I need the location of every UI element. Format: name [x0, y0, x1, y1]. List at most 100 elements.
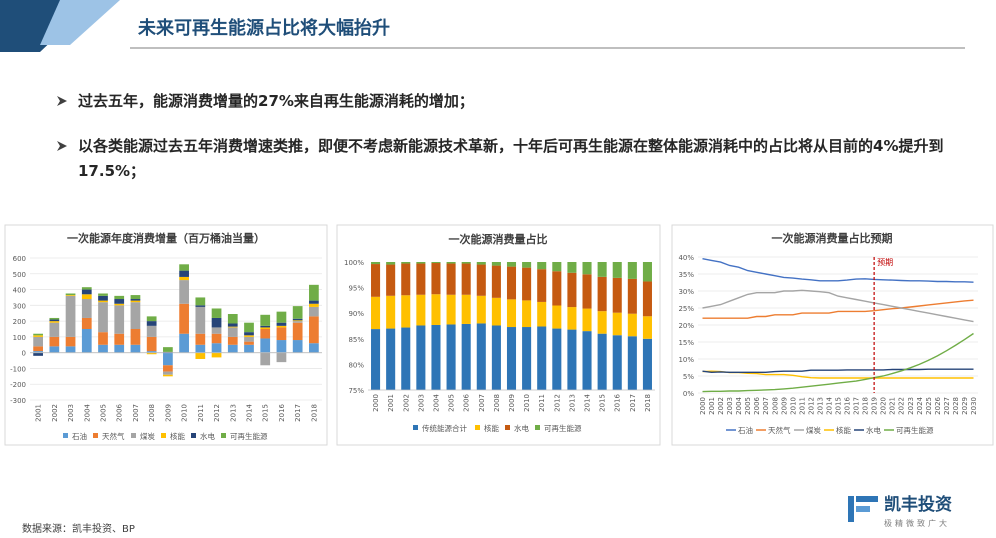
x-tick-label: 2010: [789, 397, 797, 415]
x-tick-label: 2011: [798, 397, 806, 415]
bar-segment: [65, 295, 76, 296]
bar-segment: [114, 344, 125, 353]
bar-segment: [401, 262, 411, 264]
bar-segment: [446, 324, 456, 390]
x-tick-label: 2002: [717, 397, 725, 415]
legend-label: 可再生能源: [896, 425, 934, 435]
y-tick-label: 600: [13, 255, 26, 263]
legend-swatch: [221, 433, 226, 438]
bar-segment: [98, 295, 108, 301]
bar-segment: [292, 340, 303, 353]
bar-segment: [227, 326, 238, 328]
bar-segment: [642, 262, 652, 282]
bar-segment: [276, 311, 287, 323]
y-tick-label: -100: [10, 365, 26, 373]
bar-segment: [98, 293, 108, 296]
legend-swatch: [535, 425, 540, 430]
bar-segment: [537, 326, 547, 390]
y-tick-label: 80%: [348, 361, 364, 369]
bar-segment: [431, 262, 441, 264]
legend-label: 核能: [170, 431, 185, 441]
bar-segment: [130, 295, 141, 300]
bar-segment: [49, 321, 60, 323]
bar-segment: [582, 262, 592, 275]
x-tick-label: 2016: [614, 393, 622, 411]
bar-segment: [582, 274, 592, 309]
bar-segment: [567, 272, 577, 308]
legend-swatch: [161, 433, 166, 438]
x-tick-label: 2012: [553, 394, 561, 412]
bar-segment: [227, 344, 238, 353]
bar-segment: [98, 332, 108, 345]
bar-segment: [386, 295, 396, 329]
bar-segment: [476, 262, 486, 265]
bar-segment: [260, 352, 271, 366]
bar-segment: [49, 319, 60, 322]
bar-segment: [522, 262, 532, 268]
y-tick-label: -200: [10, 381, 26, 389]
y-tick-label: 100%: [344, 259, 364, 267]
bar-segment: [612, 312, 622, 336]
bar-segment: [537, 269, 547, 302]
bar-segment: [371, 262, 381, 265]
y-tick-label: 30%: [678, 288, 694, 296]
legend-label: 煤炭: [806, 425, 821, 435]
legend-swatch: [505, 425, 510, 430]
x-tick-label: 2016: [844, 396, 852, 414]
bar-segment: [114, 305, 125, 334]
bar-segment: [522, 300, 532, 328]
bar-segment: [98, 300, 108, 303]
bar-segment: [642, 338, 652, 390]
bar-segment: [612, 277, 622, 313]
x-tick-label: 2001: [387, 394, 395, 412]
bar-segment: [33, 333, 43, 336]
bar-segment: [33, 336, 43, 347]
legend-label: 核能: [484, 423, 499, 433]
bar-segment: [130, 299, 141, 301]
legend-swatch: [191, 433, 196, 438]
bar-segment: [276, 325, 287, 328]
logo-name: 凯丰投资: [884, 494, 952, 515]
bar-segment: [195, 297, 206, 306]
legend-label: 核能: [836, 425, 851, 435]
bar-segment: [386, 262, 396, 265]
bar-segment: [114, 333, 125, 345]
bar-segment: [260, 314, 271, 326]
bar-segment: [401, 327, 411, 390]
bar-segment: [401, 295, 411, 328]
bar-segment: [597, 333, 607, 390]
x-tick-label: 2004: [83, 403, 91, 421]
x-tick-label: 2018: [862, 397, 870, 415]
bar-segment: [446, 263, 456, 295]
x-tick-label: 2013: [229, 404, 237, 422]
bar-segment: [276, 327, 287, 341]
bar-segment: [446, 262, 456, 264]
bar-segment: [179, 270, 189, 277]
bar-segment: [179, 280, 189, 304]
x-tick-label: 2006: [463, 393, 471, 411]
bar-segment: [130, 329, 141, 345]
bar-segment: [179, 303, 189, 334]
legend-label: 可再生能源: [230, 431, 268, 441]
x-tick-label: 2017: [294, 404, 302, 422]
bar-segment: [431, 263, 441, 295]
x-tick-label: 2001: [708, 397, 716, 415]
y-tick-label: 20%: [678, 322, 694, 330]
bar-segment: [627, 336, 637, 390]
bar-segment: [260, 329, 271, 339]
x-tick-label: 2005: [744, 397, 752, 415]
x-tick-label: 2003: [417, 394, 425, 412]
bar-segment: [627, 278, 637, 314]
x-tick-label: 2007: [478, 394, 486, 412]
series-line: [702, 299, 974, 319]
y-tick-label: 500: [13, 271, 26, 279]
bar-segment: [522, 327, 532, 390]
bar-segment: [292, 322, 303, 341]
bar-segment: [33, 335, 43, 337]
x-tick-label: 2029: [961, 397, 969, 415]
x-tick-label: 2003: [726, 397, 734, 415]
x-tick-label: 2008: [771, 397, 779, 415]
bar-segment: [506, 262, 517, 267]
bar-segment: [49, 317, 60, 320]
bar-segment: [292, 320, 303, 322]
